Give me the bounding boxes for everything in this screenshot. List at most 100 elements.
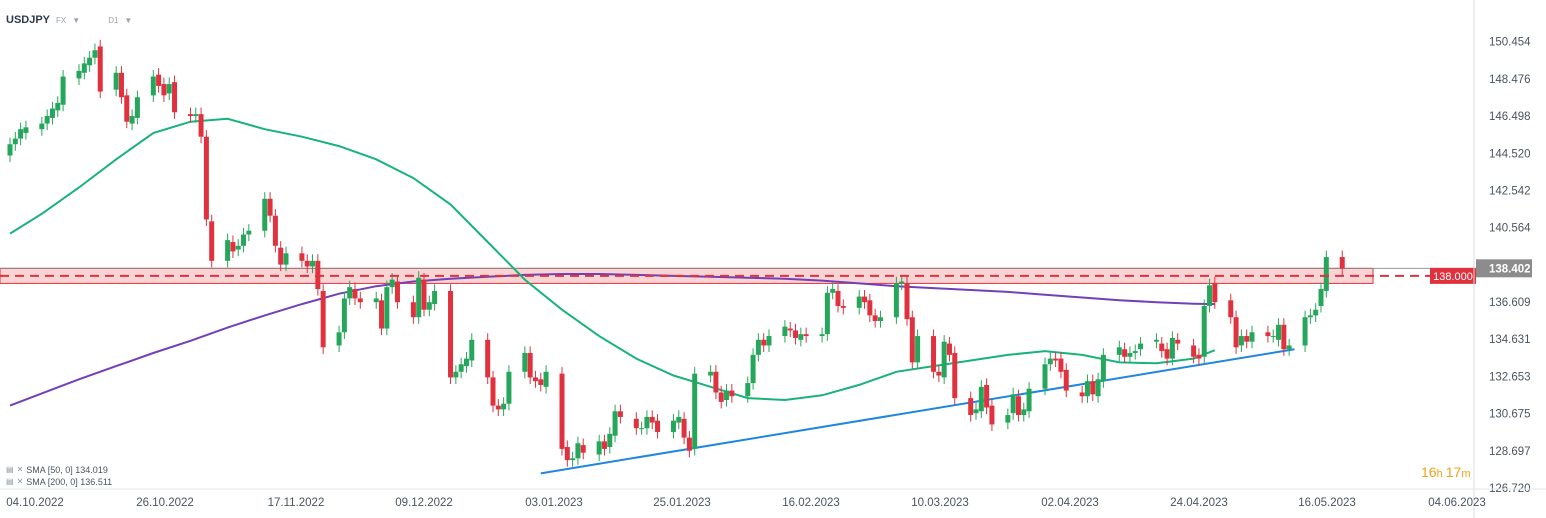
candle-up (1010, 394, 1016, 414)
candle-up (1127, 352, 1133, 357)
candle-down (564, 447, 570, 461)
candle-down (448, 290, 454, 378)
candle-down (1212, 283, 1218, 303)
level-tag (1430, 267, 1476, 284)
level-tag-label: 138.000 (1433, 271, 1473, 283)
list-icon[interactable]: ▤ (6, 477, 14, 486)
candle-up (501, 403, 507, 410)
price-tick: 134.631 (1489, 334, 1531, 346)
candle-down (1233, 317, 1239, 348)
candle-up (819, 334, 825, 337)
candle-down (1058, 358, 1064, 372)
candle-up (506, 371, 512, 404)
candle-down (1053, 358, 1059, 361)
candle-up (1313, 309, 1319, 316)
candle-up (750, 354, 756, 384)
candle-up (1084, 381, 1090, 397)
candle-up (941, 341, 947, 378)
candle-up (389, 279, 395, 288)
candle-down (161, 84, 167, 96)
candle-down (1159, 343, 1165, 352)
candle-up (1095, 379, 1101, 397)
price-tick: 136.609 (1489, 297, 1531, 309)
candle-up (824, 292, 830, 335)
candle-up (1286, 345, 1292, 350)
candle-up (18, 129, 24, 139)
candle-up (877, 317, 883, 322)
date-tick: 04.10.2022 (6, 497, 64, 509)
candle-down (1281, 324, 1287, 350)
candle-down (410, 302, 416, 318)
symbol-label[interactable]: USDJPY (6, 14, 51, 26)
chevron-down-icon[interactable]: ▼ (72, 15, 81, 25)
candle-up (416, 277, 422, 318)
candle-up (1207, 285, 1213, 306)
candle-down (909, 317, 915, 363)
candle-up (670, 420, 676, 432)
candle-up (1307, 315, 1313, 318)
timeframe-label[interactable]: D1 (108, 15, 119, 25)
candle-down (198, 114, 204, 137)
indicator-label: SMA [200, 0] 136.511 (26, 477, 113, 487)
candle-down (304, 260, 310, 267)
candle-up (310, 260, 316, 267)
candle-down (1164, 349, 1170, 359)
candle-down (713, 371, 719, 393)
candle-down (931, 336, 937, 372)
candle-up (92, 50, 98, 58)
candle-down (580, 445, 586, 453)
candle-down (532, 377, 538, 382)
candle-down (655, 420, 661, 432)
candle-up (469, 339, 475, 361)
candle-up (644, 416, 650, 429)
candle-up (607, 433, 613, 448)
candle-up (384, 287, 390, 329)
candle-up (856, 296, 862, 308)
candle-up (1276, 324, 1282, 340)
indicator-row-sma200[interactable]: ▤ ✕ SMA [200, 0] 136.511 (6, 476, 112, 488)
candle-down (761, 339, 767, 346)
close-icon[interactable]: ✕ (16, 465, 24, 474)
close-icon[interactable]: ✕ (16, 477, 24, 486)
candle-up (596, 441, 602, 455)
chevron-down-icon[interactable]: ▼ (124, 15, 133, 25)
candle-down (156, 74, 162, 86)
candle-up (1270, 336, 1276, 338)
candle-up (49, 108, 55, 118)
candle-up (1005, 415, 1011, 423)
candle-up (522, 352, 528, 372)
candle-up (426, 302, 432, 310)
candle-up (81, 63, 87, 73)
candle-up (113, 72, 119, 90)
candle-down (394, 281, 400, 303)
instrument-header: USDJPY FX ▼ D1 ▼ (6, 14, 154, 26)
candle-up (373, 298, 379, 303)
candle-up (453, 371, 459, 378)
candle-up (134, 97, 140, 118)
candle-up (150, 76, 156, 96)
candle-up (60, 76, 66, 105)
indicator-row-sma50[interactable]: ▤ ✕ SMA [50, 0] 134.019 (6, 464, 112, 476)
candle-countdown: 16h 17m (1421, 464, 1471, 480)
candle-up (262, 198, 268, 231)
candle-down (989, 405, 995, 425)
candle-down (172, 82, 178, 113)
candle-up (570, 458, 576, 461)
list-icon[interactable]: ▤ (6, 465, 14, 474)
candle-up (1323, 257, 1329, 291)
candle-down (1339, 257, 1345, 269)
date-tick: 24.04.2023 (1170, 497, 1228, 509)
price-tick: 144.520 (1489, 148, 1531, 160)
candle-down (278, 247, 284, 265)
candle-down (1079, 392, 1085, 397)
candle-up (246, 230, 252, 235)
candle-up (575, 443, 581, 459)
candle-down (320, 290, 326, 348)
candle-down (1015, 396, 1021, 416)
candle-up (899, 281, 905, 284)
candle-up (1116, 347, 1122, 355)
candle-up (708, 371, 714, 376)
candle-down (1228, 300, 1234, 318)
candle-up (755, 339, 761, 355)
